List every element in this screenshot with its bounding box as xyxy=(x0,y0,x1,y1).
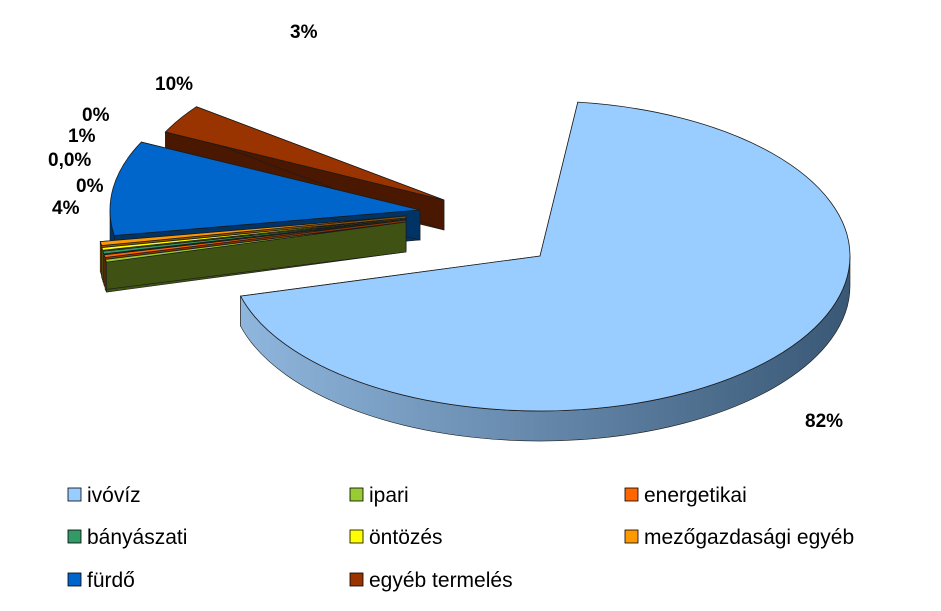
legend-swatch-ontozes xyxy=(349,529,364,544)
pie-side-walls xyxy=(99,101,851,442)
legend-label-ipari: ipari xyxy=(369,484,409,507)
data-label-mezogazdasagi-egyeb: 0% xyxy=(82,105,110,126)
legend-label-furdo: fürdő xyxy=(87,569,135,592)
legend-item-ontozes: öntözés xyxy=(349,526,443,549)
legend-label-ivoviz: ivóvíz xyxy=(87,484,141,507)
legend-item-banyaszati: bányászati xyxy=(67,526,187,549)
pie-data-labels: 3%10%0%1%0,0%0%4%82% xyxy=(48,22,843,432)
legend-swatch-furdo xyxy=(67,572,82,587)
legend-label-energetikai: energetikai xyxy=(644,484,747,507)
data-label-egyeb-termeles: 3% xyxy=(290,22,318,43)
data-label-ivoviz: 82% xyxy=(805,411,843,432)
legend-item-energetikai: energetikai xyxy=(624,484,747,507)
slice-ivoviz xyxy=(239,101,851,412)
slice-energetikai xyxy=(103,219,407,258)
data-label-energetikai: 0% xyxy=(76,176,104,197)
slice-furdo xyxy=(109,141,421,237)
slice-mezogazdasagi-egyeb xyxy=(99,215,407,247)
legend-item-ivoviz: ivóvíz xyxy=(67,484,141,507)
legend-label-mezogazdasagi-egyeb: mezőgazdasági egyéb xyxy=(644,526,854,549)
legend-swatch-ipari xyxy=(349,487,364,502)
legend-item-furdo: fürdő xyxy=(67,569,135,592)
legend-swatch-energetikai xyxy=(624,487,639,502)
slice-rim-ipari xyxy=(104,259,107,293)
data-label-banyaszati: 0,0% xyxy=(48,150,91,171)
legend-swatch-banyaszati xyxy=(67,529,82,544)
legend-label-egyeb-termeles: egyéb termelés xyxy=(369,569,513,592)
slice-egyeb-termeles xyxy=(164,106,445,201)
legend-swatch-ivoviz xyxy=(67,487,82,502)
data-label-ipari: 4% xyxy=(52,198,80,219)
slice-banyaszati xyxy=(102,218,407,255)
slice-ipari xyxy=(104,221,407,263)
legend-label-ontozes: öntözés xyxy=(369,526,443,549)
legend-swatch-egyeb-termeles xyxy=(349,572,364,587)
legend: ivóvíz ipari energetikai bányászati öntözés m… xyxy=(67,484,854,592)
legend-swatch-mezogazdasagi-egyeb xyxy=(624,529,639,544)
legend-label-banyaszati: bányászati xyxy=(87,526,187,549)
legend-item-mezogazdasagi-egyeb: mezőgazdasági egyéb xyxy=(624,526,854,549)
data-label-ontozes: 1% xyxy=(68,126,96,147)
data-label-furdo: 10% xyxy=(155,74,193,95)
legend-item-egyeb-termeles: egyéb termelés xyxy=(349,569,513,592)
legend-item-ipari: ipari xyxy=(349,484,409,507)
slice-ontozes xyxy=(101,217,407,251)
